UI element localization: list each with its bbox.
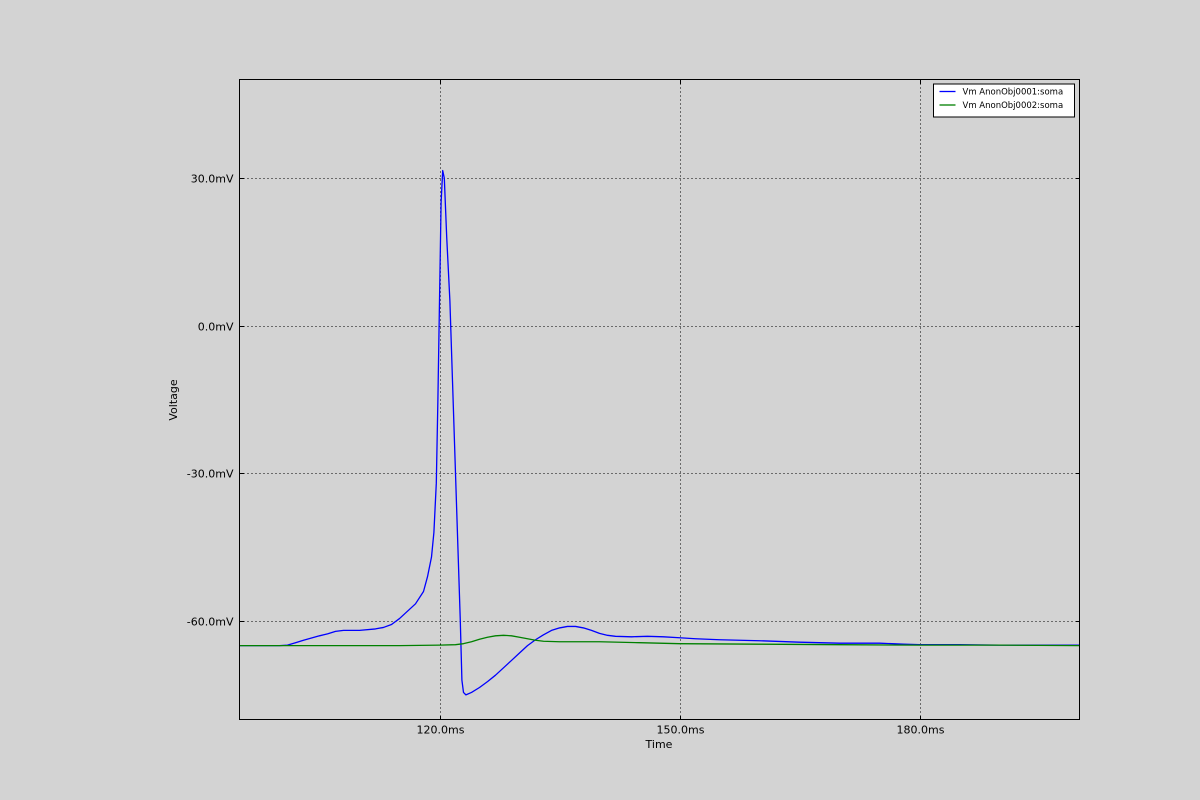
legend-box — [933, 83, 1075, 118]
x-tick-label: 180.0ms — [897, 724, 945, 737]
grid-lines — [239, 79, 1080, 720]
y-axis-label: Voltage — [167, 379, 180, 420]
plot-area — [239, 79, 1080, 720]
x-axis-label: Time — [645, 738, 673, 751]
series-line-2 — [239, 634, 1080, 647]
y-tick-label: 30.0mV — [191, 173, 234, 186]
y-tick-label: 0.0mV — [198, 321, 234, 334]
legend-label-1: Vm AnonObj0001:soma — [963, 88, 1064, 98]
plot-frame — [239, 79, 1080, 720]
series-lines — [239, 169, 1080, 696]
x-tick-label: 120.0ms — [417, 724, 465, 737]
x-tick-label: 150.0ms — [657, 724, 705, 737]
y-tick-label: -30.0mV — [187, 468, 234, 481]
axis-ticks — [239, 79, 1080, 720]
tick-labels: 120.0ms 150.0ms 180.0ms 30.0mV 0.0mV -30.0mV -… — [187, 173, 945, 737]
y-tick-label: -60.0mV — [187, 616, 234, 629]
series-line-1 — [239, 169, 1080, 696]
legend-label-2: Vm AnonObj0002:soma — [963, 101, 1064, 111]
legend: Vm AnonObj0001:soma Vm AnonObj0002:soma — [933, 83, 1075, 118]
